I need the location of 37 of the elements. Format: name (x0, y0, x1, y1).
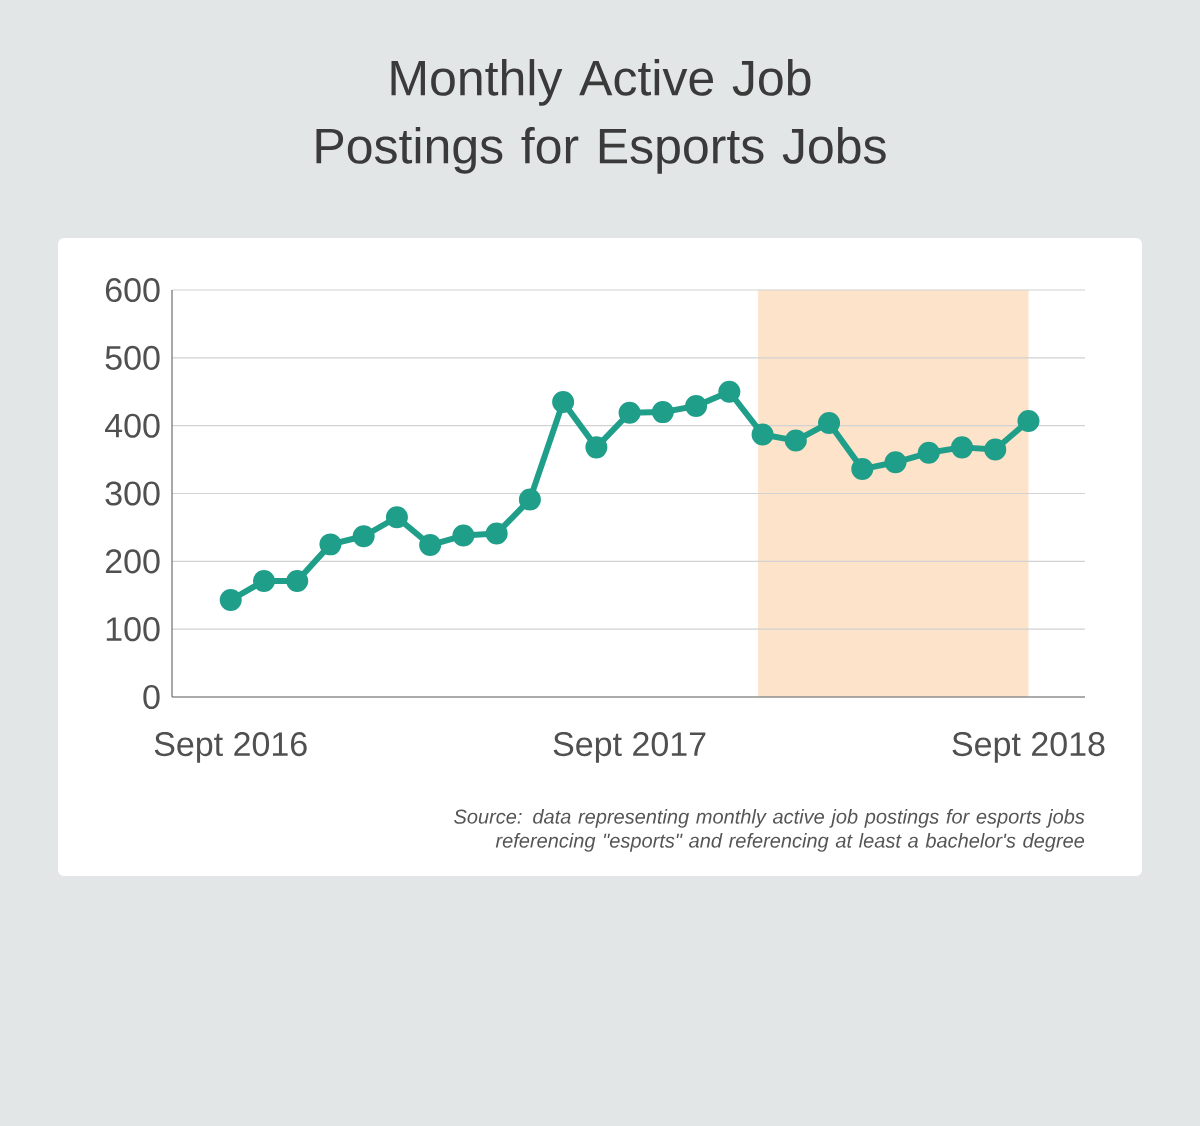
x-tick-label: Sept 2018 (952, 732, 1105, 763)
point (884, 451, 907, 474)
point (917, 441, 940, 464)
x-tick-label: Sept 2017 (553, 732, 706, 763)
point (651, 401, 674, 424)
y-tick-label: 500 (105, 345, 160, 370)
chart-title: Monthly Active Job Postings for Esports Jobs (316, 59, 886, 174)
point (1017, 409, 1040, 432)
point (352, 525, 375, 548)
point (751, 423, 774, 446)
point (219, 589, 242, 611)
point (784, 429, 807, 452)
point (718, 380, 741, 403)
point (485, 522, 508, 545)
point (286, 570, 309, 592)
y-tick-label: 0 (143, 684, 160, 710)
y-tick-label: 200 (105, 549, 160, 574)
source-note: Source: data representing monthly active job postings for esports jobs referencing "esports" and referencing at least a bachelor's degree (454, 809, 1085, 852)
y-tick-label: 300 (105, 481, 160, 506)
point (585, 436, 608, 459)
point (319, 533, 342, 556)
y-tick-label: 400 (104, 413, 160, 438)
point (452, 524, 475, 547)
x-tick-label: Sept 2016 (154, 732, 307, 763)
point (818, 411, 841, 434)
point (951, 436, 974, 459)
point (252, 570, 275, 592)
point (618, 401, 641, 424)
point (685, 395, 708, 417)
point (419, 534, 442, 557)
y-tick-label: 600 (105, 277, 160, 303)
point (518, 488, 541, 511)
point (984, 438, 1007, 461)
point (385, 506, 408, 529)
y-tick-label: 100 (106, 617, 160, 642)
point (851, 458, 874, 481)
point (552, 390, 575, 413)
